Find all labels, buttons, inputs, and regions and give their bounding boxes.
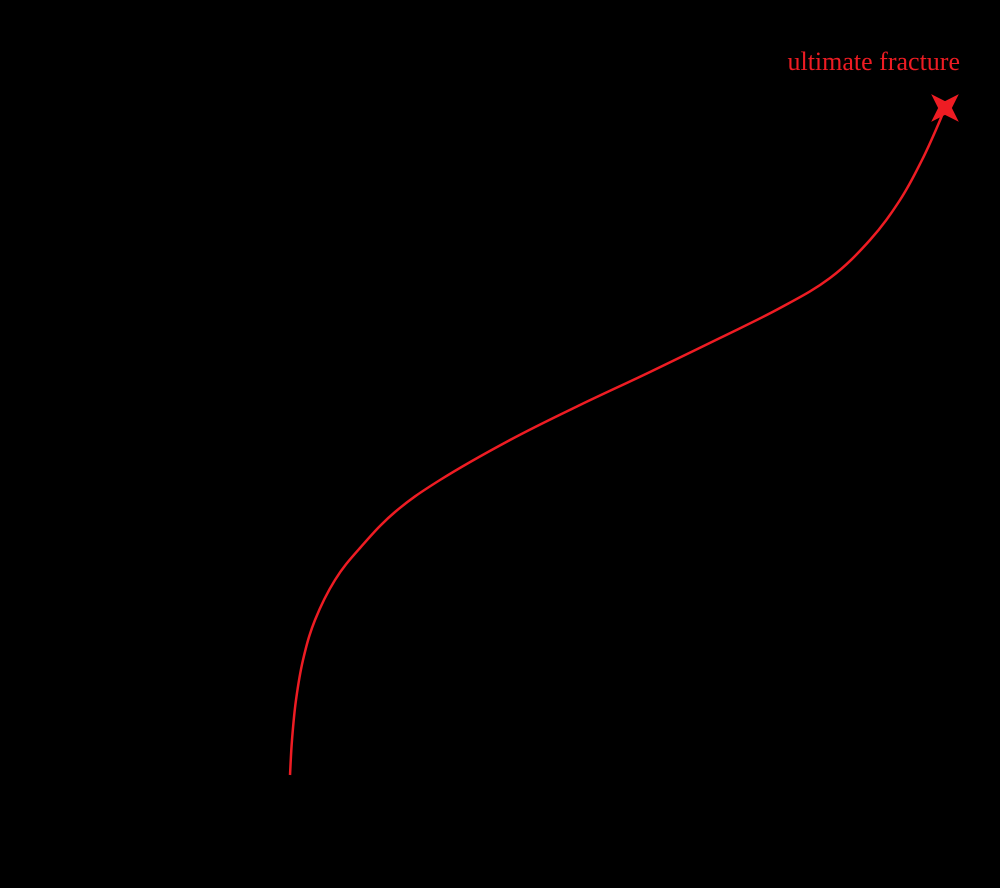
slope-run-label: 1 xyxy=(664,446,676,472)
x-tick-label: 4 xyxy=(394,785,406,811)
paris-curve-chart: 124816326412810-1410-1210-1010-810-610-4… xyxy=(0,0,1000,888)
x-tick-label: 64 xyxy=(828,785,852,811)
x-tick-label: 16 xyxy=(608,785,632,811)
x-tick-label: 32 xyxy=(718,785,742,811)
fracture-label: ultimate fracture xyxy=(787,47,960,76)
x-tick-label: 8 xyxy=(504,785,516,811)
chart-container: 124816326412810-1410-1210-1010-810-610-4… xyxy=(0,0,1000,888)
x-tick-label: 1 xyxy=(174,785,186,811)
x-axis-label: Stress intesity factor range, ΔK, (MPa√m… xyxy=(315,833,816,859)
x-tick-label: 128 xyxy=(932,785,968,811)
y-axis-label: Crack growth rate, da/dN, (m/cycle), log… xyxy=(28,175,54,620)
x-tick-label: 2 xyxy=(284,785,296,811)
c-label: C xyxy=(195,616,214,647)
slope-rise-label: m ≈ 2.85 xyxy=(740,390,825,416)
